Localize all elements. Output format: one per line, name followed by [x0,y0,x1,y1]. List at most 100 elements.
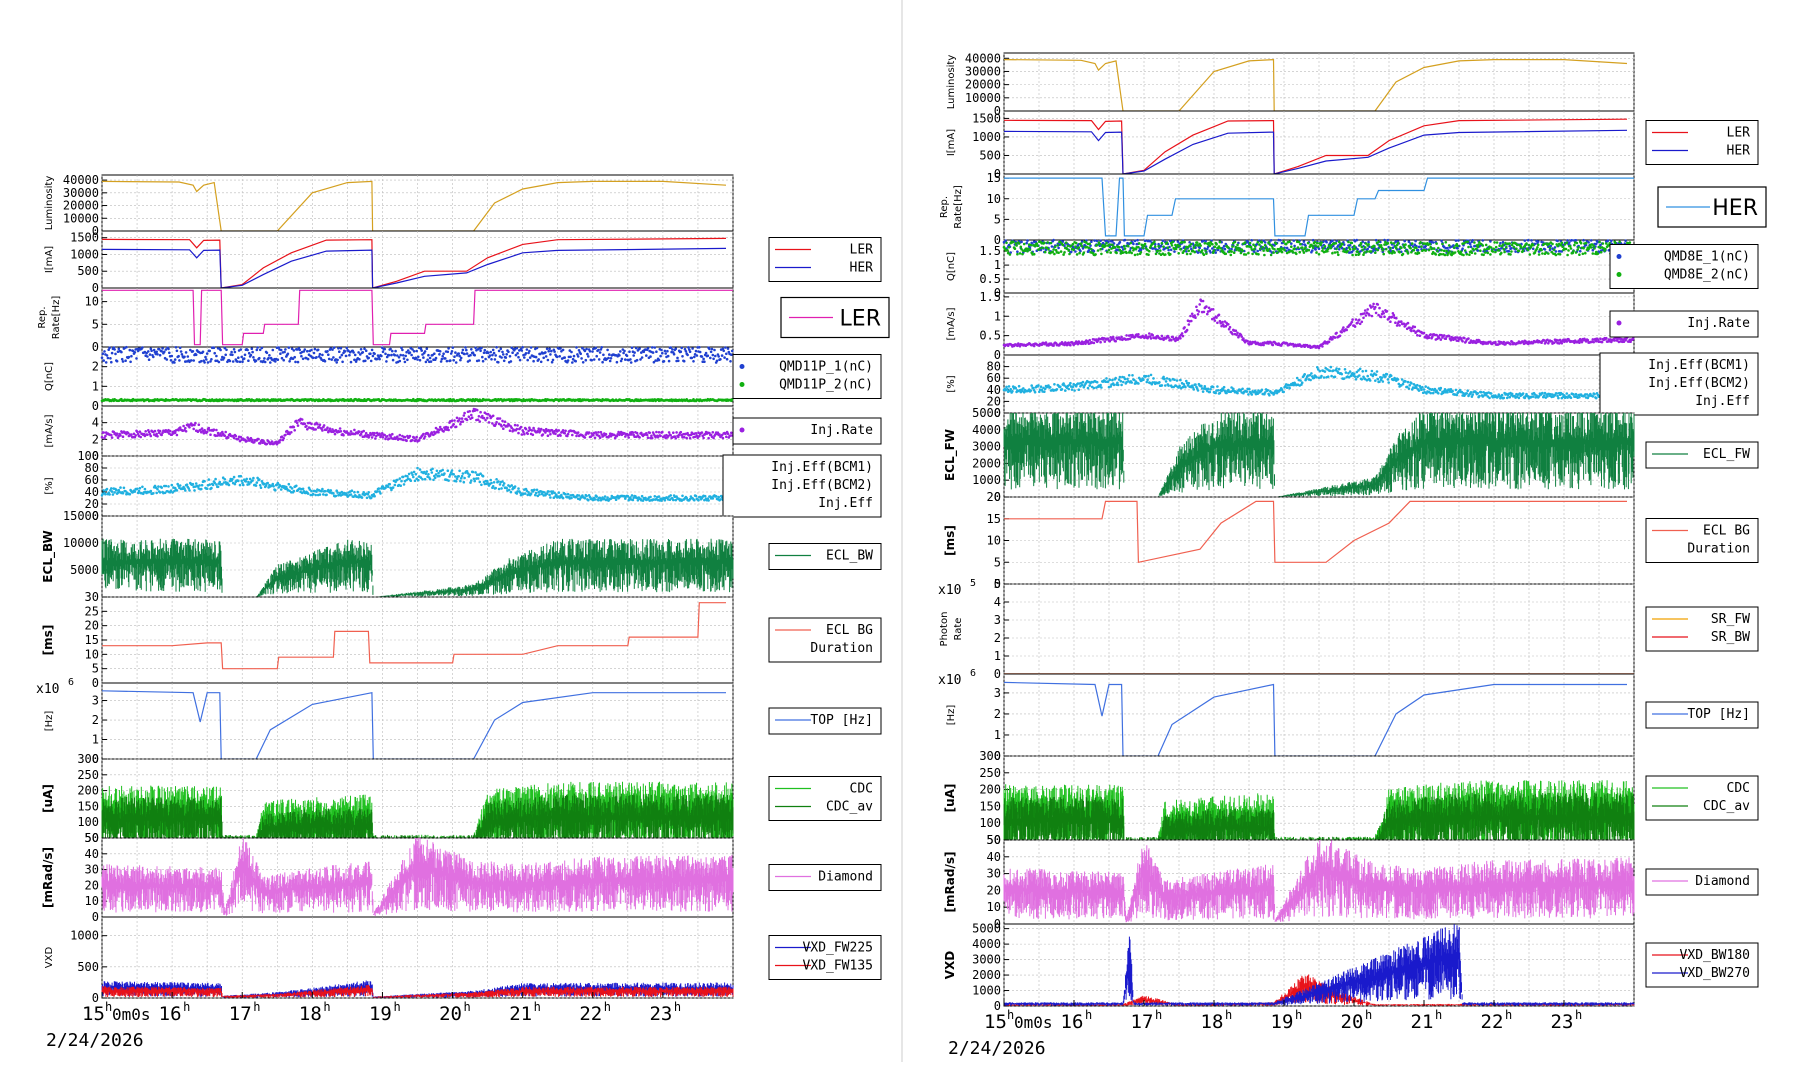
data-point [1514,250,1517,253]
data-point [1428,249,1431,252]
data-point [1461,247,1464,250]
data-point [530,492,533,495]
data-point [1373,245,1376,248]
data-point [206,352,209,355]
data-point [188,489,191,492]
y-axis-label: Rep. [939,196,950,218]
data-point [305,425,308,428]
data-point [1389,247,1392,250]
data-point [156,435,159,438]
legend-label: VXD_FW225 [803,941,873,956]
data-point [1005,242,1008,245]
data-point [591,350,594,353]
data-point [310,490,313,493]
data-point [1281,251,1284,254]
data-point [212,484,215,487]
data-point [364,360,367,363]
data-point [1508,245,1511,248]
data-point [1173,250,1176,253]
data-point [399,434,402,437]
data-point [326,426,329,429]
data-point [578,494,581,497]
data-point [1136,239,1139,242]
data-point [501,351,504,354]
x-tick-unit: h [534,1000,541,1014]
data-point [313,352,316,355]
data-point [636,432,639,435]
data-point [387,486,390,489]
data-point [562,497,565,500]
data-point [171,484,174,487]
data-point [146,355,149,358]
data-point [708,348,711,351]
data-point [426,347,429,350]
data-point [409,351,412,354]
data-point [461,475,464,478]
data-point [1351,242,1354,245]
data-point [1205,252,1208,255]
data-point [208,483,211,486]
x-tick-unit: h [253,1000,260,1014]
data-point [1335,240,1338,243]
data-point [314,348,317,351]
data-point [225,349,228,352]
data-point [192,428,195,431]
data-point [319,353,322,356]
data-point [1283,249,1286,252]
data-point [548,348,551,351]
data-point [1081,245,1084,248]
data-point [1293,239,1296,242]
data-point [101,357,104,360]
data-point [243,357,246,360]
data-point [1030,244,1033,247]
data-point [1026,239,1029,242]
data-point [500,356,503,359]
data-point [1083,251,1086,254]
data-point [330,358,333,361]
data-point [154,430,157,433]
data-point [1247,252,1250,255]
data-point [433,352,436,355]
data-point [402,439,405,442]
data-point [1105,242,1108,245]
data-point [1189,253,1192,256]
data-point [633,351,636,354]
legend-label: LER [850,243,874,258]
data-point [1147,253,1150,256]
data-point [1417,249,1420,252]
data-point [165,485,168,488]
data-point [107,357,110,360]
data-point [373,495,376,498]
data-point [1475,248,1478,251]
data-point [124,359,127,362]
data-point [595,495,598,498]
data-point [1587,241,1590,244]
data-point [526,433,529,436]
data-point [702,358,705,361]
data-point [1347,241,1350,244]
data-point [376,490,379,493]
data-point [1123,245,1126,248]
data-point [443,472,446,475]
data-point [647,347,650,350]
data-point [358,431,361,434]
data-point [1418,252,1421,255]
y-tick-label: 20000 [965,78,1001,92]
data-point [1204,242,1207,245]
data-point [1033,253,1036,256]
data-point [1054,246,1057,249]
data-point [1430,248,1433,251]
data-point [1375,239,1378,242]
data-point [1499,242,1502,245]
data-point [1130,252,1133,255]
data-point [631,494,634,497]
data-point [523,356,526,359]
data-point [1115,252,1118,255]
y-tick-label: 4 [92,416,99,430]
data-point [1122,251,1125,254]
data-point [173,361,176,364]
data-point [240,348,243,351]
data-point [237,356,240,359]
